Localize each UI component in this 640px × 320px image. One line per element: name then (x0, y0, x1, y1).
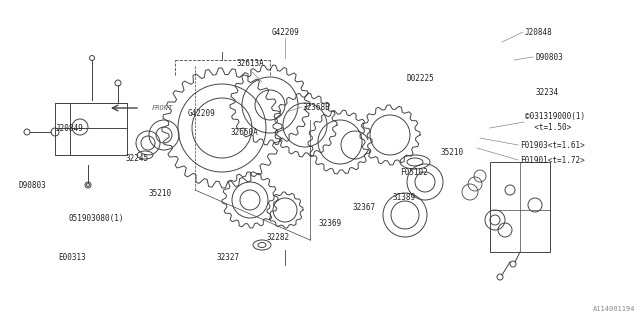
Text: 32367: 32367 (352, 204, 375, 212)
Bar (55, 103, 127, 155)
Text: 32613A: 32613A (236, 59, 264, 68)
Text: G42209: G42209 (188, 108, 215, 117)
Text: G42209: G42209 (271, 28, 299, 36)
Text: D90803: D90803 (18, 180, 45, 189)
Text: J20849: J20849 (56, 124, 84, 132)
Text: 32327: 32327 (216, 253, 239, 262)
Text: A114001194: A114001194 (593, 306, 635, 312)
Text: 35210: 35210 (440, 148, 463, 156)
Text: 051903080(1): 051903080(1) (68, 213, 124, 222)
Text: 32368B: 32368B (302, 102, 330, 111)
Text: 32369: 32369 (318, 219, 341, 228)
Text: 32234: 32234 (535, 87, 558, 97)
Text: 32650A: 32650A (230, 127, 258, 137)
Text: 32245: 32245 (125, 154, 148, 163)
Bar (490, 162, 550, 252)
Text: 35210: 35210 (148, 188, 171, 197)
Text: F05102: F05102 (400, 167, 428, 177)
Text: F01901<t=1.72>: F01901<t=1.72> (520, 156, 585, 164)
Text: D02225: D02225 (406, 74, 434, 83)
Text: F01903<t=1.61>: F01903<t=1.61> (520, 140, 585, 149)
Text: D90803: D90803 (535, 52, 563, 61)
Text: E00313: E00313 (58, 253, 86, 262)
Text: 32282: 32282 (266, 234, 289, 243)
Text: J20848: J20848 (525, 28, 553, 36)
Text: ©031319000(1)
  <t=1.50>: ©031319000(1) <t=1.50> (525, 112, 585, 132)
Text: FRONT: FRONT (152, 105, 173, 111)
Text: 31389: 31389 (392, 194, 415, 203)
